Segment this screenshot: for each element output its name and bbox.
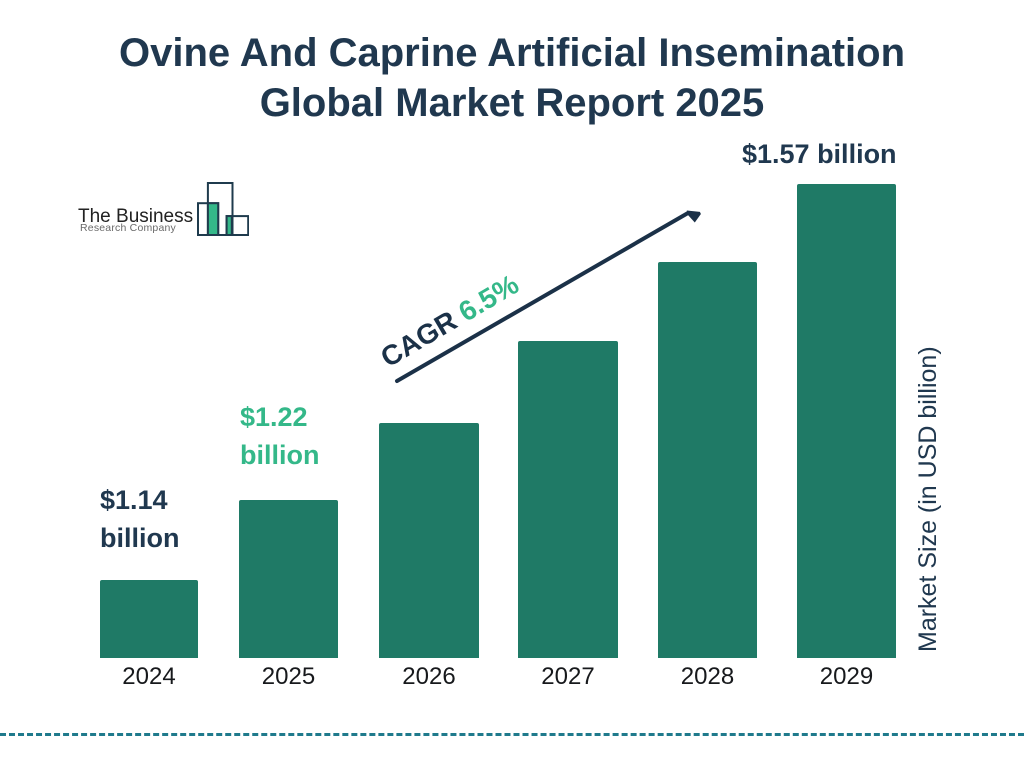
svg-text:Market Size (in USD billion): Market Size (in USD billion) bbox=[914, 346, 942, 652]
